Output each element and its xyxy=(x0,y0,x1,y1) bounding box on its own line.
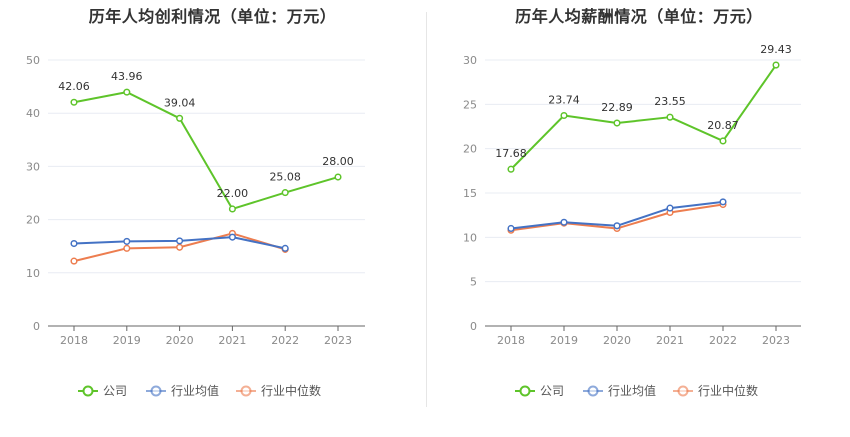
chart-panel-salary: 历年人均薪酬情况（单位：万元） 0 5 10 15 20 25 30 2018 2019 2020… xyxy=(428,0,850,437)
chart-title: 历年人均薪酬情况（单位：万元） xyxy=(515,7,763,26)
data-point xyxy=(70,257,78,265)
legend-marker xyxy=(519,385,531,397)
x-tick-label: 2020 xyxy=(166,334,194,347)
data-point xyxy=(613,222,621,230)
y-tick-label: 30 xyxy=(463,54,477,67)
data-point xyxy=(70,98,78,106)
data-point xyxy=(176,243,184,251)
y-tick-label: 5 xyxy=(470,276,477,289)
salary-line-chart: 0 5 10 15 20 25 30 2018 2019 2020 2021 2022 2023 17.6… xyxy=(463,43,801,398)
x-tick-label: 2023 xyxy=(762,334,790,347)
chart-title: 历年人均创利情况（单位：万元） xyxy=(88,7,337,26)
legend-item: 公司 xyxy=(515,384,564,398)
y-tick-label: 0 xyxy=(33,320,40,333)
legend-label: 公司 xyxy=(540,384,564,398)
y-tick-label: 30 xyxy=(26,160,40,173)
legend-item: 公司 xyxy=(78,384,127,398)
x-tick-label: 2023 xyxy=(324,334,352,347)
data-point xyxy=(507,224,515,233)
x-tick-label: 2019 xyxy=(550,334,578,347)
y-tick-label: 20 xyxy=(463,143,477,156)
x-tick-label: 2022 xyxy=(709,334,737,347)
x-tick-label: 2020 xyxy=(603,334,631,347)
legend-item: 行业均值 xyxy=(583,383,656,398)
x-tick-label: 2021 xyxy=(656,334,684,347)
series-line-company xyxy=(510,64,777,170)
x-tick-label: 2019 xyxy=(113,334,141,347)
legend-marker xyxy=(240,385,252,397)
data-label: 28.00 xyxy=(322,155,354,168)
data-point xyxy=(176,237,184,245)
data-point xyxy=(228,233,236,241)
x-tick-label: 2018 xyxy=(497,334,525,347)
data-label: 25.08 xyxy=(269,171,301,184)
legend-label: 公司 xyxy=(103,384,127,398)
legend-item: 行业中位数 xyxy=(236,383,321,398)
legend-label: 行业中位数 xyxy=(261,383,321,398)
y-tick-label: 50 xyxy=(26,54,40,67)
data-label: 23.55 xyxy=(654,95,686,108)
data-point xyxy=(123,244,131,252)
y-tick-label: 0 xyxy=(470,320,477,333)
data-label: 29.43 xyxy=(760,43,792,56)
data-point xyxy=(123,88,131,96)
data-point xyxy=(719,137,727,145)
data-point xyxy=(334,173,342,181)
chart-panel-profit: 历年人均创利情况（单位：万元） 0 10 20 30 40 50 2018 2019 2020 2… xyxy=(26,7,365,398)
data-point xyxy=(70,239,78,248)
data-point xyxy=(228,205,236,213)
legend-label: 行业中位数 xyxy=(698,383,758,398)
legend-marker xyxy=(677,385,689,397)
data-point xyxy=(560,218,568,226)
data-point xyxy=(281,244,289,252)
data-label: 42.06 xyxy=(58,80,90,93)
legend-item: 行业均值 xyxy=(146,383,219,398)
panel-divider xyxy=(426,12,427,407)
profit-line-chart: 0 10 20 30 40 50 2018 2019 2020 2021 2022 2023 42.06… xyxy=(26,54,365,398)
data-label: 23.74 xyxy=(548,94,580,107)
legend-marker xyxy=(150,385,162,397)
y-tick-label: 10 xyxy=(463,231,477,244)
data-label: 22.00 xyxy=(217,187,249,200)
data-point xyxy=(719,198,727,206)
data-label: 17.68 xyxy=(495,147,527,160)
x-tick-label: 2022 xyxy=(271,334,299,347)
y-tick-label: 10 xyxy=(26,267,40,280)
data-point xyxy=(176,114,184,122)
legend-marker xyxy=(587,385,599,397)
data-label: 39.04 xyxy=(164,96,196,109)
data-label: 20.87 xyxy=(707,119,739,132)
data-point xyxy=(560,111,568,120)
data-point xyxy=(666,204,674,212)
x-tick-label: 2021 xyxy=(218,334,246,347)
data-point xyxy=(772,61,780,69)
legend-item: 行业中位数 xyxy=(673,383,758,398)
series-line-company xyxy=(73,91,339,210)
data-point xyxy=(123,237,131,245)
data-point xyxy=(666,113,674,121)
data-label: 43.96 xyxy=(111,70,143,83)
data-point xyxy=(613,119,621,127)
y-tick-label: 20 xyxy=(26,214,40,227)
data-point xyxy=(507,165,515,173)
data-label: 22.89 xyxy=(601,101,633,114)
y-tick-label: 25 xyxy=(463,98,477,111)
y-tick-label: 40 xyxy=(26,107,40,120)
legend-label: 行业均值 xyxy=(171,383,219,398)
legend-marker xyxy=(82,385,94,397)
data-point xyxy=(281,189,289,197)
legend-label: 行业均值 xyxy=(608,383,656,398)
y-tick-label: 15 xyxy=(463,187,477,200)
x-tick-label: 2018 xyxy=(60,334,88,347)
